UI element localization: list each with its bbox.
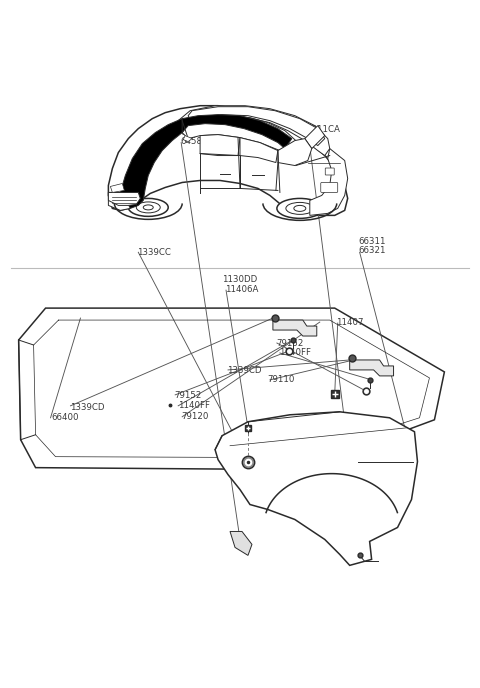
Polygon shape [108,193,130,211]
Polygon shape [310,149,348,215]
FancyBboxPatch shape [321,182,338,193]
Text: 79152: 79152 [276,338,304,348]
Text: 1140FF: 1140FF [279,348,311,358]
Ellipse shape [286,202,314,215]
Polygon shape [19,308,444,470]
Text: 1339CC: 1339CC [137,248,171,257]
Text: 1339CD: 1339CD [227,365,261,374]
Polygon shape [108,106,348,215]
Text: 1140FF: 1140FF [178,400,210,409]
Ellipse shape [136,202,160,213]
Polygon shape [305,126,325,149]
Text: 79120: 79120 [181,411,209,420]
Ellipse shape [277,198,323,218]
Text: 1011CA: 1011CA [306,125,340,134]
Text: 79152: 79152 [174,391,201,400]
Polygon shape [215,412,418,566]
FancyBboxPatch shape [325,168,334,175]
Polygon shape [182,116,296,151]
Text: 66321: 66321 [359,246,386,255]
Polygon shape [200,135,240,155]
Polygon shape [182,115,292,149]
Polygon shape [230,531,252,555]
Ellipse shape [294,206,306,211]
Polygon shape [110,184,124,193]
Text: 1339CD: 1339CD [70,402,105,411]
Polygon shape [350,360,394,376]
Ellipse shape [128,198,168,216]
Polygon shape [273,320,317,336]
Polygon shape [108,193,140,206]
Ellipse shape [144,205,153,210]
Polygon shape [178,106,330,155]
Text: 66400: 66400 [51,413,78,422]
Polygon shape [240,138,278,162]
Polygon shape [278,138,312,166]
Text: 11406A: 11406A [225,285,258,294]
Text: 79110: 79110 [268,375,295,384]
Polygon shape [183,136,192,142]
Polygon shape [120,118,188,208]
Text: 1130DD: 1130DD [222,275,257,284]
Text: 11407: 11407 [336,318,363,327]
Text: 64581: 64581 [180,128,208,137]
Text: 64583: 64583 [180,137,208,146]
Text: 66311: 66311 [359,237,386,246]
Polygon shape [188,107,325,146]
